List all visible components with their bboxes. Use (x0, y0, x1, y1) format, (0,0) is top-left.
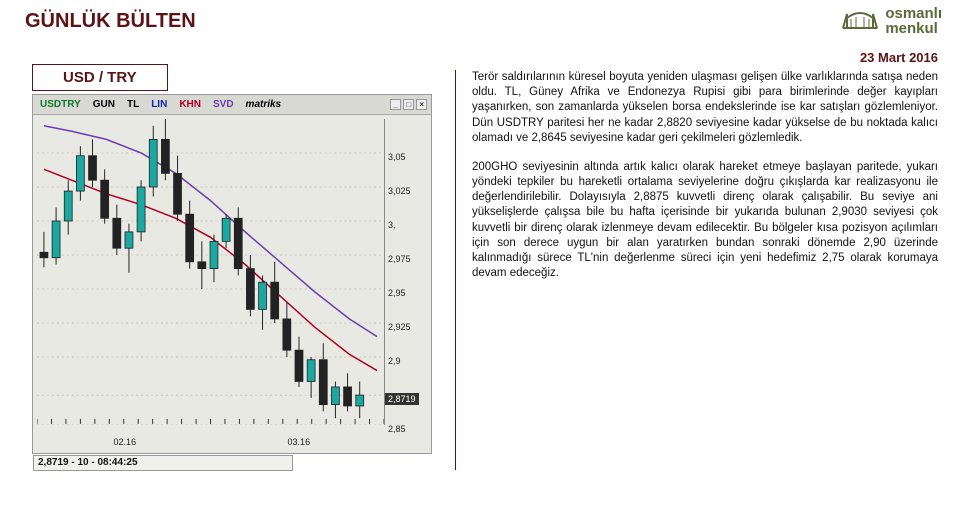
brand-line1: osmanlı (885, 6, 942, 21)
chart-toolbar: USDTRY GUN TL LIN KHN SVD matriks _ □ × (33, 95, 431, 115)
chart-btn-tl[interactable]: TL (124, 98, 142, 111)
vertical-divider (455, 70, 456, 470)
x-label-0: 02.16 (114, 437, 137, 447)
x-label-1: 03.16 (288, 437, 311, 447)
chart-btn-svd[interactable]: SVD (210, 98, 237, 111)
chart-x-axis (37, 425, 385, 435)
chart-btn-khn[interactable]: KHN (176, 98, 204, 111)
minimize-icon[interactable]: _ (390, 99, 401, 110)
chart-y-axis: 3,053,0253,2,9752,952,9252,92,87192,852,… (385, 119, 431, 425)
brand-text: osmanlı menkul (885, 6, 942, 36)
chart-btn-gun[interactable]: GUN (90, 98, 118, 111)
pair-title-box: USD / TRY (32, 64, 168, 91)
window-controls: _ □ × (390, 99, 427, 110)
close-icon[interactable]: × (416, 99, 427, 110)
report-date: 23 Mart 2016 (860, 50, 938, 65)
chart-btn-lin[interactable]: LIN (148, 98, 170, 111)
brand-logo: osmanlı menkul (841, 6, 942, 36)
paragraph-2: 200GHO seviyesinin altında artık kalıcı … (472, 160, 938, 281)
article-text: Terör saldırılarının küresel boyuta yeni… (472, 70, 938, 295)
brand-line2: menkul (885, 21, 942, 36)
chart-x-labels: 02.16 03.16 (37, 437, 385, 449)
chart-window: USDTRY GUN TL LIN KHN SVD matriks _ □ × … (32, 94, 432, 454)
chart-body: 3,053,0253,2,9752,952,9252,92,87192,852,… (33, 115, 431, 453)
chart-brand: matriks (243, 98, 285, 111)
bridge-icon (841, 6, 879, 36)
chart-status-bar: 2,8719 - 10 - 08:44:25 (33, 455, 293, 471)
chart-plot[interactable] (37, 119, 385, 425)
maximize-icon[interactable]: □ (403, 99, 414, 110)
chart-symbol[interactable]: USDTRY (37, 98, 84, 111)
paragraph-1: Terör saldırılarının küresel boyuta yeni… (472, 70, 938, 146)
page-header-title: GÜNLÜK BÜLTEN (25, 10, 196, 33)
